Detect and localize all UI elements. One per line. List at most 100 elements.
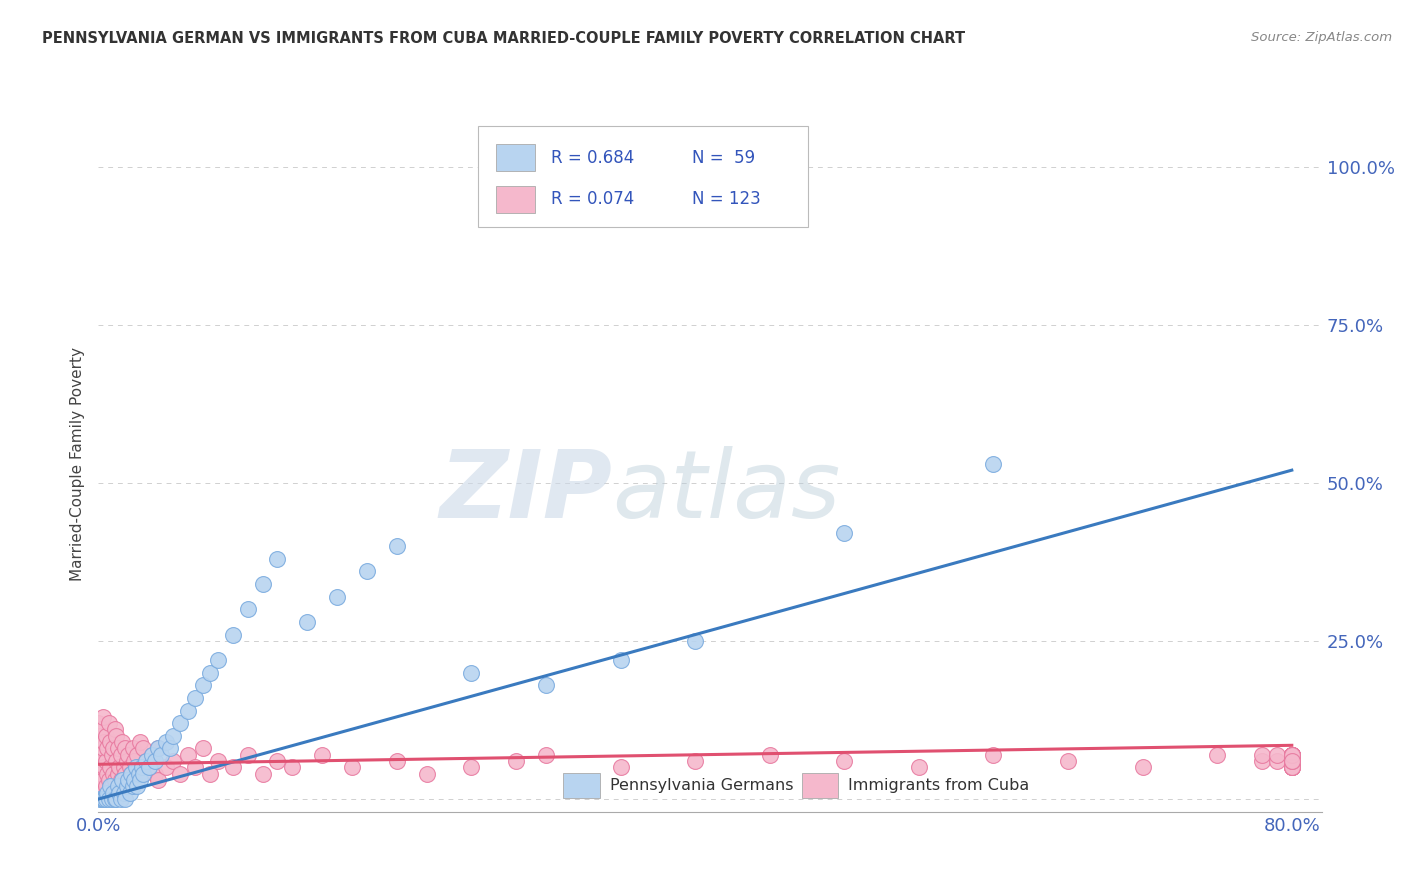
Point: [101, 747, 124, 762]
Point: [117, 773, 139, 788]
Point: [115, 780, 138, 794]
Point: [311, 747, 333, 762]
Point: [111, 735, 134, 749]
Point: [132, 741, 155, 756]
Point: [1281, 747, 1303, 762]
Point: [1281, 760, 1303, 774]
Point: [150, 747, 173, 762]
Point: [90, 792, 112, 806]
Point: [138, 760, 160, 774]
Point: [117, 773, 139, 788]
Point: [1281, 754, 1303, 768]
Point: [155, 735, 177, 749]
Point: [122, 773, 145, 788]
Point: [110, 773, 132, 788]
Point: [683, 634, 706, 648]
Point: [112, 786, 135, 800]
Point: [146, 741, 169, 756]
Point: [177, 704, 200, 718]
Point: [89, 780, 111, 794]
Point: [115, 754, 138, 768]
Point: [1281, 754, 1303, 768]
Point: [356, 565, 378, 579]
Point: [141, 747, 163, 762]
Point: [110, 792, 132, 806]
Point: [98, 780, 121, 794]
Point: [91, 792, 114, 806]
Point: [1281, 747, 1303, 762]
Text: R = 0.684: R = 0.684: [551, 149, 634, 167]
Point: [143, 754, 166, 768]
Point: [169, 766, 191, 780]
Point: [89, 792, 111, 806]
Point: [832, 526, 855, 541]
Point: [97, 773, 120, 788]
Point: [93, 735, 115, 749]
Y-axis label: Married-Couple Family Poverty: Married-Couple Family Poverty: [70, 347, 86, 581]
Point: [252, 577, 274, 591]
Text: Immigrants from Cuba: Immigrants from Cuba: [848, 778, 1029, 793]
Point: [221, 760, 243, 774]
Point: [93, 760, 115, 774]
Point: [114, 792, 136, 806]
Text: Source: ZipAtlas.com: Source: ZipAtlas.com: [1251, 31, 1392, 45]
Point: [162, 729, 184, 743]
Point: [1281, 747, 1303, 762]
Bar: [564, 772, 600, 797]
Point: [94, 754, 117, 768]
Point: [101, 792, 124, 806]
Point: [1265, 747, 1288, 762]
Point: [108, 786, 131, 800]
Point: [138, 760, 160, 774]
Point: [1251, 747, 1274, 762]
Point: [107, 766, 129, 780]
Point: [125, 760, 148, 774]
Point: [96, 766, 118, 780]
Point: [162, 754, 184, 768]
Point: [1281, 747, 1303, 762]
Point: [1281, 754, 1303, 768]
Point: [101, 780, 124, 794]
Point: [96, 786, 118, 800]
Point: [104, 773, 127, 788]
Point: [155, 760, 177, 774]
Point: [120, 766, 142, 780]
Point: [385, 754, 408, 768]
Point: [117, 747, 139, 762]
Bar: [496, 186, 536, 212]
Point: [103, 786, 125, 800]
Point: [105, 729, 128, 743]
Point: [87, 741, 110, 756]
Point: [91, 741, 114, 756]
Point: [340, 760, 363, 774]
Point: [207, 754, 229, 768]
Point: [1281, 754, 1303, 768]
Point: [94, 792, 117, 806]
Point: [97, 792, 120, 806]
Point: [983, 457, 1005, 471]
Point: [93, 792, 115, 806]
Point: [832, 754, 855, 768]
Point: [297, 615, 319, 629]
Point: [87, 754, 110, 768]
Point: [103, 766, 125, 780]
Point: [118, 786, 141, 800]
Point: [1281, 747, 1303, 762]
Point: [141, 747, 163, 762]
Point: [1057, 754, 1080, 768]
Point: [683, 754, 706, 768]
Text: atlas: atlas: [612, 446, 841, 537]
Point: [105, 754, 128, 768]
Point: [121, 780, 143, 794]
Point: [281, 760, 304, 774]
Point: [129, 773, 152, 788]
Point: [96, 741, 118, 756]
Point: [97, 716, 120, 731]
Point: [1281, 754, 1303, 768]
Point: [326, 590, 349, 604]
Point: [1281, 754, 1303, 768]
Point: [143, 766, 166, 780]
Point: [111, 773, 134, 788]
Point: [91, 710, 114, 724]
Point: [132, 766, 155, 780]
